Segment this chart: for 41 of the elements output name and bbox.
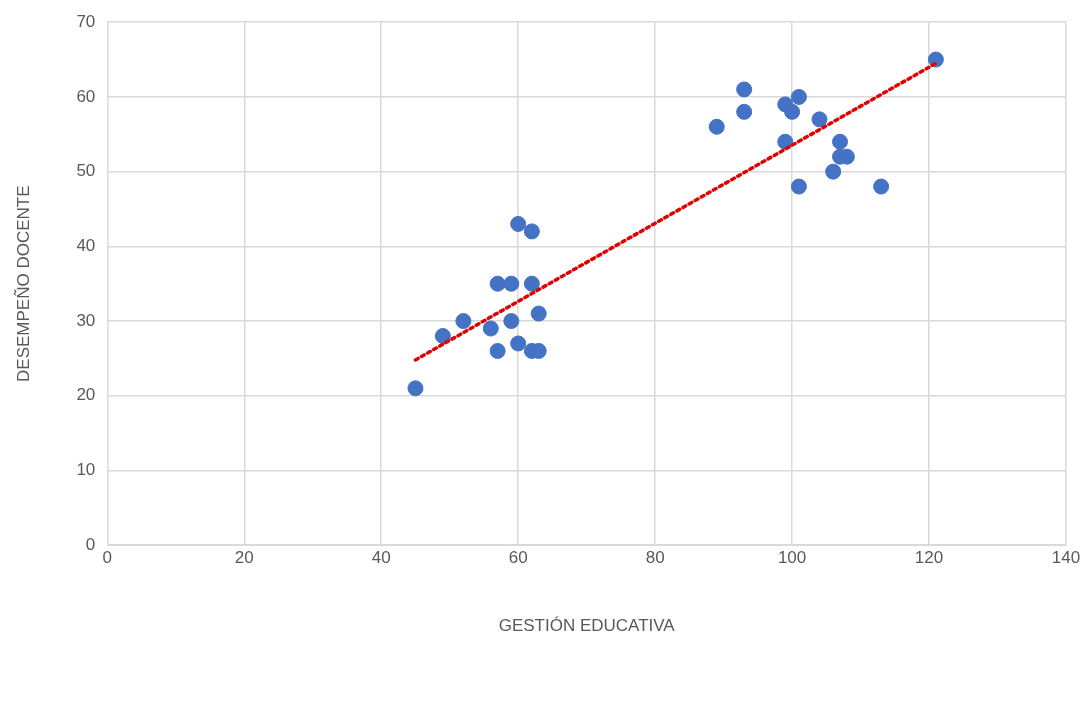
point	[455, 313, 472, 330]
point	[790, 88, 807, 105]
point	[407, 380, 424, 397]
x-tick-label: 40	[371, 548, 391, 568]
point	[523, 275, 540, 292]
point	[489, 342, 506, 359]
y-tick-label: 30	[76, 310, 96, 330]
point	[825, 163, 842, 180]
y-tick-label: 60	[76, 86, 96, 106]
point	[708, 118, 725, 135]
x-tick-label: 0	[102, 548, 113, 568]
point	[832, 133, 849, 150]
y-axis-title: DESEMPEÑO DOCENTE	[13, 185, 33, 382]
x-tick-label: 140	[1051, 548, 1081, 568]
point	[434, 328, 451, 344]
point	[482, 320, 499, 337]
point	[503, 275, 520, 292]
x-tick-label: 20	[234, 548, 254, 568]
x-tick-label: 80	[645, 548, 665, 568]
point	[510, 215, 527, 232]
y-tick-label: 0	[85, 534, 96, 554]
point	[790, 178, 807, 195]
x-axis-title: GESTIÓN EDUCATIVA	[498, 616, 676, 636]
y-tick-label: 50	[76, 161, 96, 181]
point	[503, 313, 520, 330]
y-tick-label: 20	[76, 385, 96, 405]
point	[873, 178, 890, 195]
x-tick-label: 100	[777, 548, 807, 568]
point	[530, 305, 547, 322]
y-tick-label: 40	[76, 236, 96, 256]
point	[523, 223, 540, 240]
point	[510, 335, 527, 352]
point	[811, 111, 828, 128]
point	[736, 103, 753, 120]
y-tick-label: 70	[76, 11, 96, 31]
x-tick-label: 60	[508, 548, 528, 568]
y-tick-label: 10	[76, 460, 96, 480]
point	[784, 103, 801, 120]
point	[489, 275, 506, 292]
point	[736, 81, 753, 98]
x-tick-label: 120	[914, 548, 944, 568]
